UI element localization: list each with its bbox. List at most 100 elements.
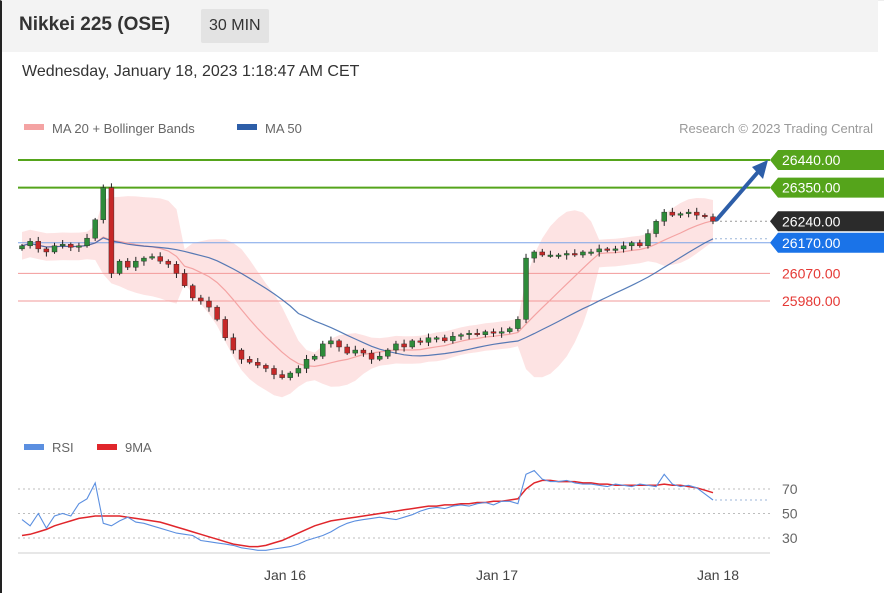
candle-bull	[620, 245, 627, 250]
candle-bear	[214, 306, 220, 320]
candle-bull	[523, 257, 529, 320]
candle-bear	[702, 214, 708, 217]
candle-bull	[393, 343, 399, 351]
candle-bull	[433, 337, 440, 340]
moving-averages	[21, 220, 714, 368]
candle-bull	[458, 334, 464, 337]
legend-label: MA 20 + Bollinger Bands	[52, 121, 195, 136]
candle-bull	[27, 241, 33, 247]
rsi-legend-label: 9MA	[125, 440, 152, 455]
candle-bull	[588, 251, 594, 254]
candle-bear	[474, 332, 480, 335]
level-label-support: 25980.00	[782, 293, 841, 309]
candle-bear	[238, 349, 245, 360]
candle-bear	[108, 187, 115, 274]
candle-bear	[35, 241, 41, 250]
target-arrow	[715, 160, 768, 222]
candles	[19, 183, 716, 381]
candle-bull	[311, 355, 318, 360]
legend-swatch	[24, 124, 44, 130]
candle-bull	[328, 340, 334, 345]
x-tick-label: Jan 17	[476, 567, 518, 583]
candle-bear	[157, 256, 163, 262]
candle-bear	[637, 242, 643, 247]
candle-bull	[141, 257, 147, 262]
target-arrow-head	[752, 160, 768, 179]
candle-bull	[629, 242, 635, 247]
interval-button[interactable]: 30 MIN	[201, 9, 269, 43]
candle-bear	[417, 340, 424, 343]
x-tick-label: Jan 16	[264, 567, 306, 583]
bollinger-band	[22, 196, 713, 398]
candle-bear	[263, 365, 269, 369]
candle-bull	[116, 260, 123, 274]
candle-bull	[303, 359, 310, 369]
candle-bull	[149, 256, 155, 259]
candle-bear	[206, 300, 212, 308]
rsi-level-label: 70	[782, 481, 798, 497]
candle-bull	[547, 254, 554, 257]
credit-text: Research © 2023 Trading Central	[679, 121, 873, 136]
candle-bear	[360, 349, 367, 354]
candle-bear	[490, 331, 497, 334]
candle-bear	[222, 319, 228, 338]
candle-bear	[173, 264, 180, 274]
legend: MA 20 + Bollinger Bands MA 50	[24, 121, 302, 136]
candle-bull	[482, 331, 489, 335]
rsi-legend-swatch	[24, 444, 44, 450]
candle-bear	[198, 297, 204, 302]
candle-bear	[255, 362, 261, 366]
candle-bear	[230, 337, 237, 351]
rsi-9ma-line	[21, 479, 714, 548]
level-label-pivot: 26170.00	[782, 235, 841, 251]
candle-bear	[165, 260, 172, 265]
candle-bull	[653, 221, 659, 234]
candle-bear	[68, 244, 74, 248]
target-arrow-shaft	[715, 170, 760, 222]
candle-bear	[246, 359, 253, 363]
level-label-last: 26240.00	[782, 213, 841, 229]
candle-bear	[604, 248, 611, 251]
level-tag-resistance	[770, 177, 884, 198]
candle-bear	[694, 211, 700, 216]
rsi-level-label: 30	[782, 530, 798, 546]
candle-bear	[401, 343, 407, 348]
candle-bull	[498, 331, 505, 334]
candle-bull	[385, 349, 391, 357]
bollinger-band-area	[22, 196, 713, 398]
candle-bull	[133, 260, 139, 268]
level-label-target: 26440.00	[782, 152, 841, 168]
candle-bull	[51, 245, 58, 253]
candle-bull	[287, 372, 293, 378]
legend-label: MA 50	[265, 121, 302, 136]
candle-bull	[563, 253, 570, 256]
level-tag-last	[770, 211, 884, 232]
candle-bear	[181, 273, 188, 286]
candle-bull	[612, 248, 619, 251]
candle-bull	[531, 251, 537, 259]
candle-bull	[661, 211, 667, 222]
candle-bull	[84, 237, 90, 247]
candle-bear	[572, 253, 578, 256]
candle-bear	[190, 285, 196, 299]
candle-bull	[19, 245, 25, 250]
candle-bull	[100, 187, 106, 220]
candle-bear	[368, 352, 375, 360]
legend-swatch	[237, 124, 257, 130]
instrument-title: Nikkei 225 (OSE)	[19, 14, 171, 35]
candle-bear	[344, 346, 350, 354]
candle-bull	[507, 328, 513, 332]
candle-bear	[124, 260, 131, 268]
candle-bull	[59, 244, 66, 247]
candle-bull	[352, 349, 359, 354]
candle-bull	[645, 233, 651, 247]
level-labels: 26440.00 26350.00 26240.00 26170.00 26070.00…	[770, 150, 884, 309]
price-levels	[18, 159, 770, 302]
rsi-legend-swatch	[97, 444, 117, 450]
candle-bull	[515, 319, 521, 329]
rsi-panel: 70 50 30	[18, 469, 798, 551]
candle-bull	[450, 336, 456, 342]
candle-bull	[76, 245, 82, 248]
candle-bull	[580, 251, 586, 256]
